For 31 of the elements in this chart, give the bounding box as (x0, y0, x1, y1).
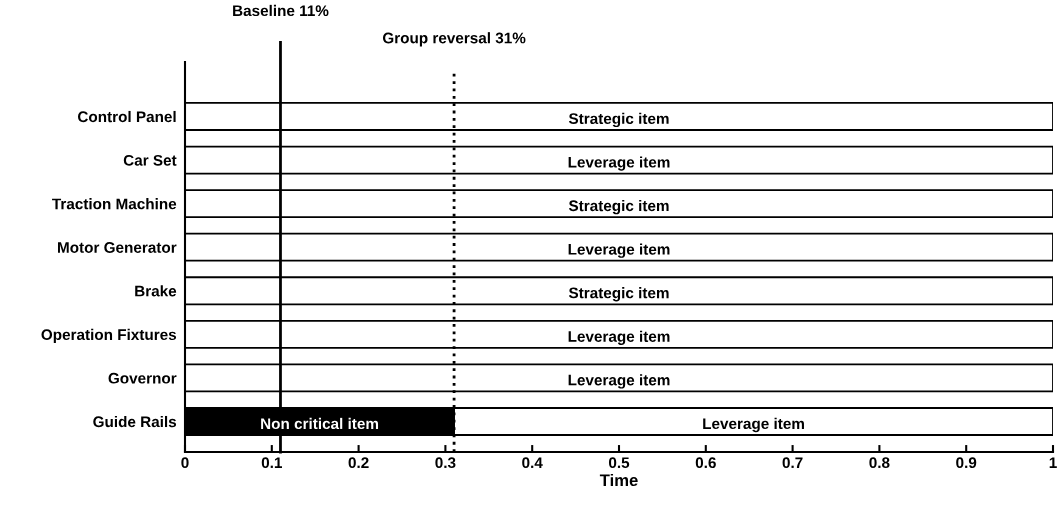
x-axis-title: Time (599, 473, 638, 487)
data-label: Leverage item (568, 374, 670, 389)
x-tick-label: 0.6 (695, 457, 716, 469)
y-tick-label: Operation Fixtures (41, 328, 177, 344)
data-label: Strategic item (568, 199, 669, 215)
data-label: Strategic item (568, 112, 669, 128)
y-tick-label: Guide Rails (93, 415, 177, 428)
y-tick-label: Brake (135, 285, 177, 297)
y-tick-label: Control Panel (77, 110, 176, 123)
y-tick-label: Motor Generator (58, 242, 177, 253)
data-label: Non critical item (261, 417, 379, 430)
data-label: Leverage item (568, 156, 670, 171)
x-tick-label: 0.7 (782, 457, 803, 469)
data-label: Leverage item (568, 243, 670, 258)
y-tick-label: Governor (108, 372, 177, 384)
ref-line-label: Group reversal 31% (382, 32, 526, 47)
x-tick-label: 0.8 (869, 457, 890, 469)
data-label: Strategic item (568, 287, 669, 302)
x-tick-label: 0.5 (608, 457, 630, 469)
x-tick-label: 0.4 (522, 457, 543, 469)
data-label: Leverage item (703, 417, 804, 433)
x-tick-label: 0.2 (348, 457, 369, 469)
y-tick-label: Car Set (123, 154, 177, 166)
y-tick-label: Traction Machine (52, 198, 177, 210)
x-tick-label: 0.9 (956, 457, 977, 469)
ref-line-label: Baseline 11% (233, 4, 329, 17)
x-tick-label: 0.3 (435, 457, 456, 469)
x-tick-label: 0 (181, 457, 189, 469)
x-tick-label: 1 (1049, 457, 1057, 468)
x-tick-label: 0.1 (261, 457, 282, 469)
data-label: Leverage item (568, 330, 670, 345)
